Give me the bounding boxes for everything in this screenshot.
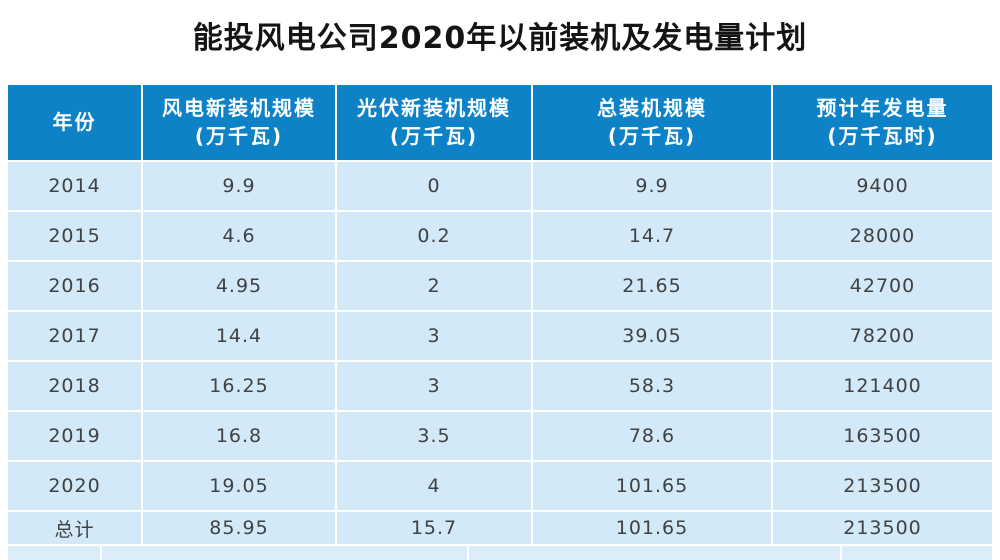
cell-r2-wind: 4.95 [143,262,335,310]
cell-total-label: 总计 [8,512,141,544]
cell-r0-year: 2014 [8,162,141,210]
header-label: 总装机规模 [597,95,707,120]
data-table: 年份 风电新装机规模 (万千瓦) 光伏新装机规模 (万千瓦) 总装机规模 (万千… [8,85,992,544]
cell-r6-generation: 213500 [773,462,992,510]
cell-r6-wind: 19.05 [143,462,335,510]
cell-total-generation: 213500 [773,512,992,544]
cell-r5-wind: 16.8 [143,412,335,460]
cell-r1-solar: 0.2 [337,212,531,260]
cell-r3-total: 39.05 [533,312,771,360]
cell-r1-generation: 28000 [773,212,992,260]
cell-r4-year: 2018 [8,362,141,410]
cell-r5-generation: 163500 [773,412,992,460]
cell-r1-wind: 4.6 [143,212,335,260]
cell-r5-total: 78.6 [533,412,771,460]
header-label: 预计年发电量 [816,95,949,120]
cell-r1-year: 2015 [8,212,141,260]
cell-r4-solar: 3 [337,362,531,410]
cell-r1-total: 14.7 [533,212,771,260]
header-cell-solar-new-capacity: 光伏新装机规模 (万千瓦) [337,85,531,160]
header-cell-total-capacity: 总装机规模 (万千瓦) [533,85,771,160]
header-unit: (万千瓦) [389,123,479,148]
cell-r5-solar: 3.5 [337,412,531,460]
cell-r4-generation: 121400 [773,362,992,410]
cell-r3-solar: 3 [337,312,531,360]
page-title: 能投风电公司2020年以前装机及发电量计划 [192,21,808,56]
cell-r0-total: 9.9 [533,162,771,210]
partial-bottom-row [8,546,992,560]
column-separator [840,546,842,560]
cell-r0-solar: 0 [337,162,531,210]
cell-r2-total: 21.65 [533,262,771,310]
cell-r0-wind: 9.9 [143,162,335,210]
cell-r4-total: 58.3 [533,362,771,410]
header-label: 年份 [52,109,97,134]
cell-total-total: 101.65 [533,512,771,544]
column-separator [100,546,102,560]
cell-r2-generation: 42700 [773,262,992,310]
header-unit: (万千瓦时) [827,123,938,148]
cell-total-solar: 15.7 [337,512,531,544]
header-cell-year: 年份 [8,85,141,160]
cell-r4-wind: 16.25 [143,362,335,410]
header-cell-annual-generation: 预计年发电量 (万千瓦时) [773,85,992,160]
header-cell-wind-new-capacity: 风电新装机规模 (万千瓦) [143,85,335,160]
cell-r6-total: 101.65 [533,462,771,510]
cell-r6-year: 2020 [8,462,141,510]
column-separator [467,546,469,560]
header-label: 风电新装机规模 [162,95,316,120]
cell-r3-year: 2017 [8,312,141,360]
cell-r3-wind: 14.4 [143,312,335,360]
cell-r5-year: 2019 [8,412,141,460]
header-unit: (万千瓦) [607,123,697,148]
cell-r3-generation: 78200 [773,312,992,360]
header-unit: (万千瓦) [194,123,284,148]
cell-r2-solar: 2 [337,262,531,310]
cell-total-wind: 85.95 [143,512,335,544]
cell-r0-generation: 9400 [773,162,992,210]
cell-r2-year: 2016 [8,262,141,310]
header-label: 光伏新装机规模 [357,95,511,120]
cell-r6-solar: 4 [337,462,531,510]
